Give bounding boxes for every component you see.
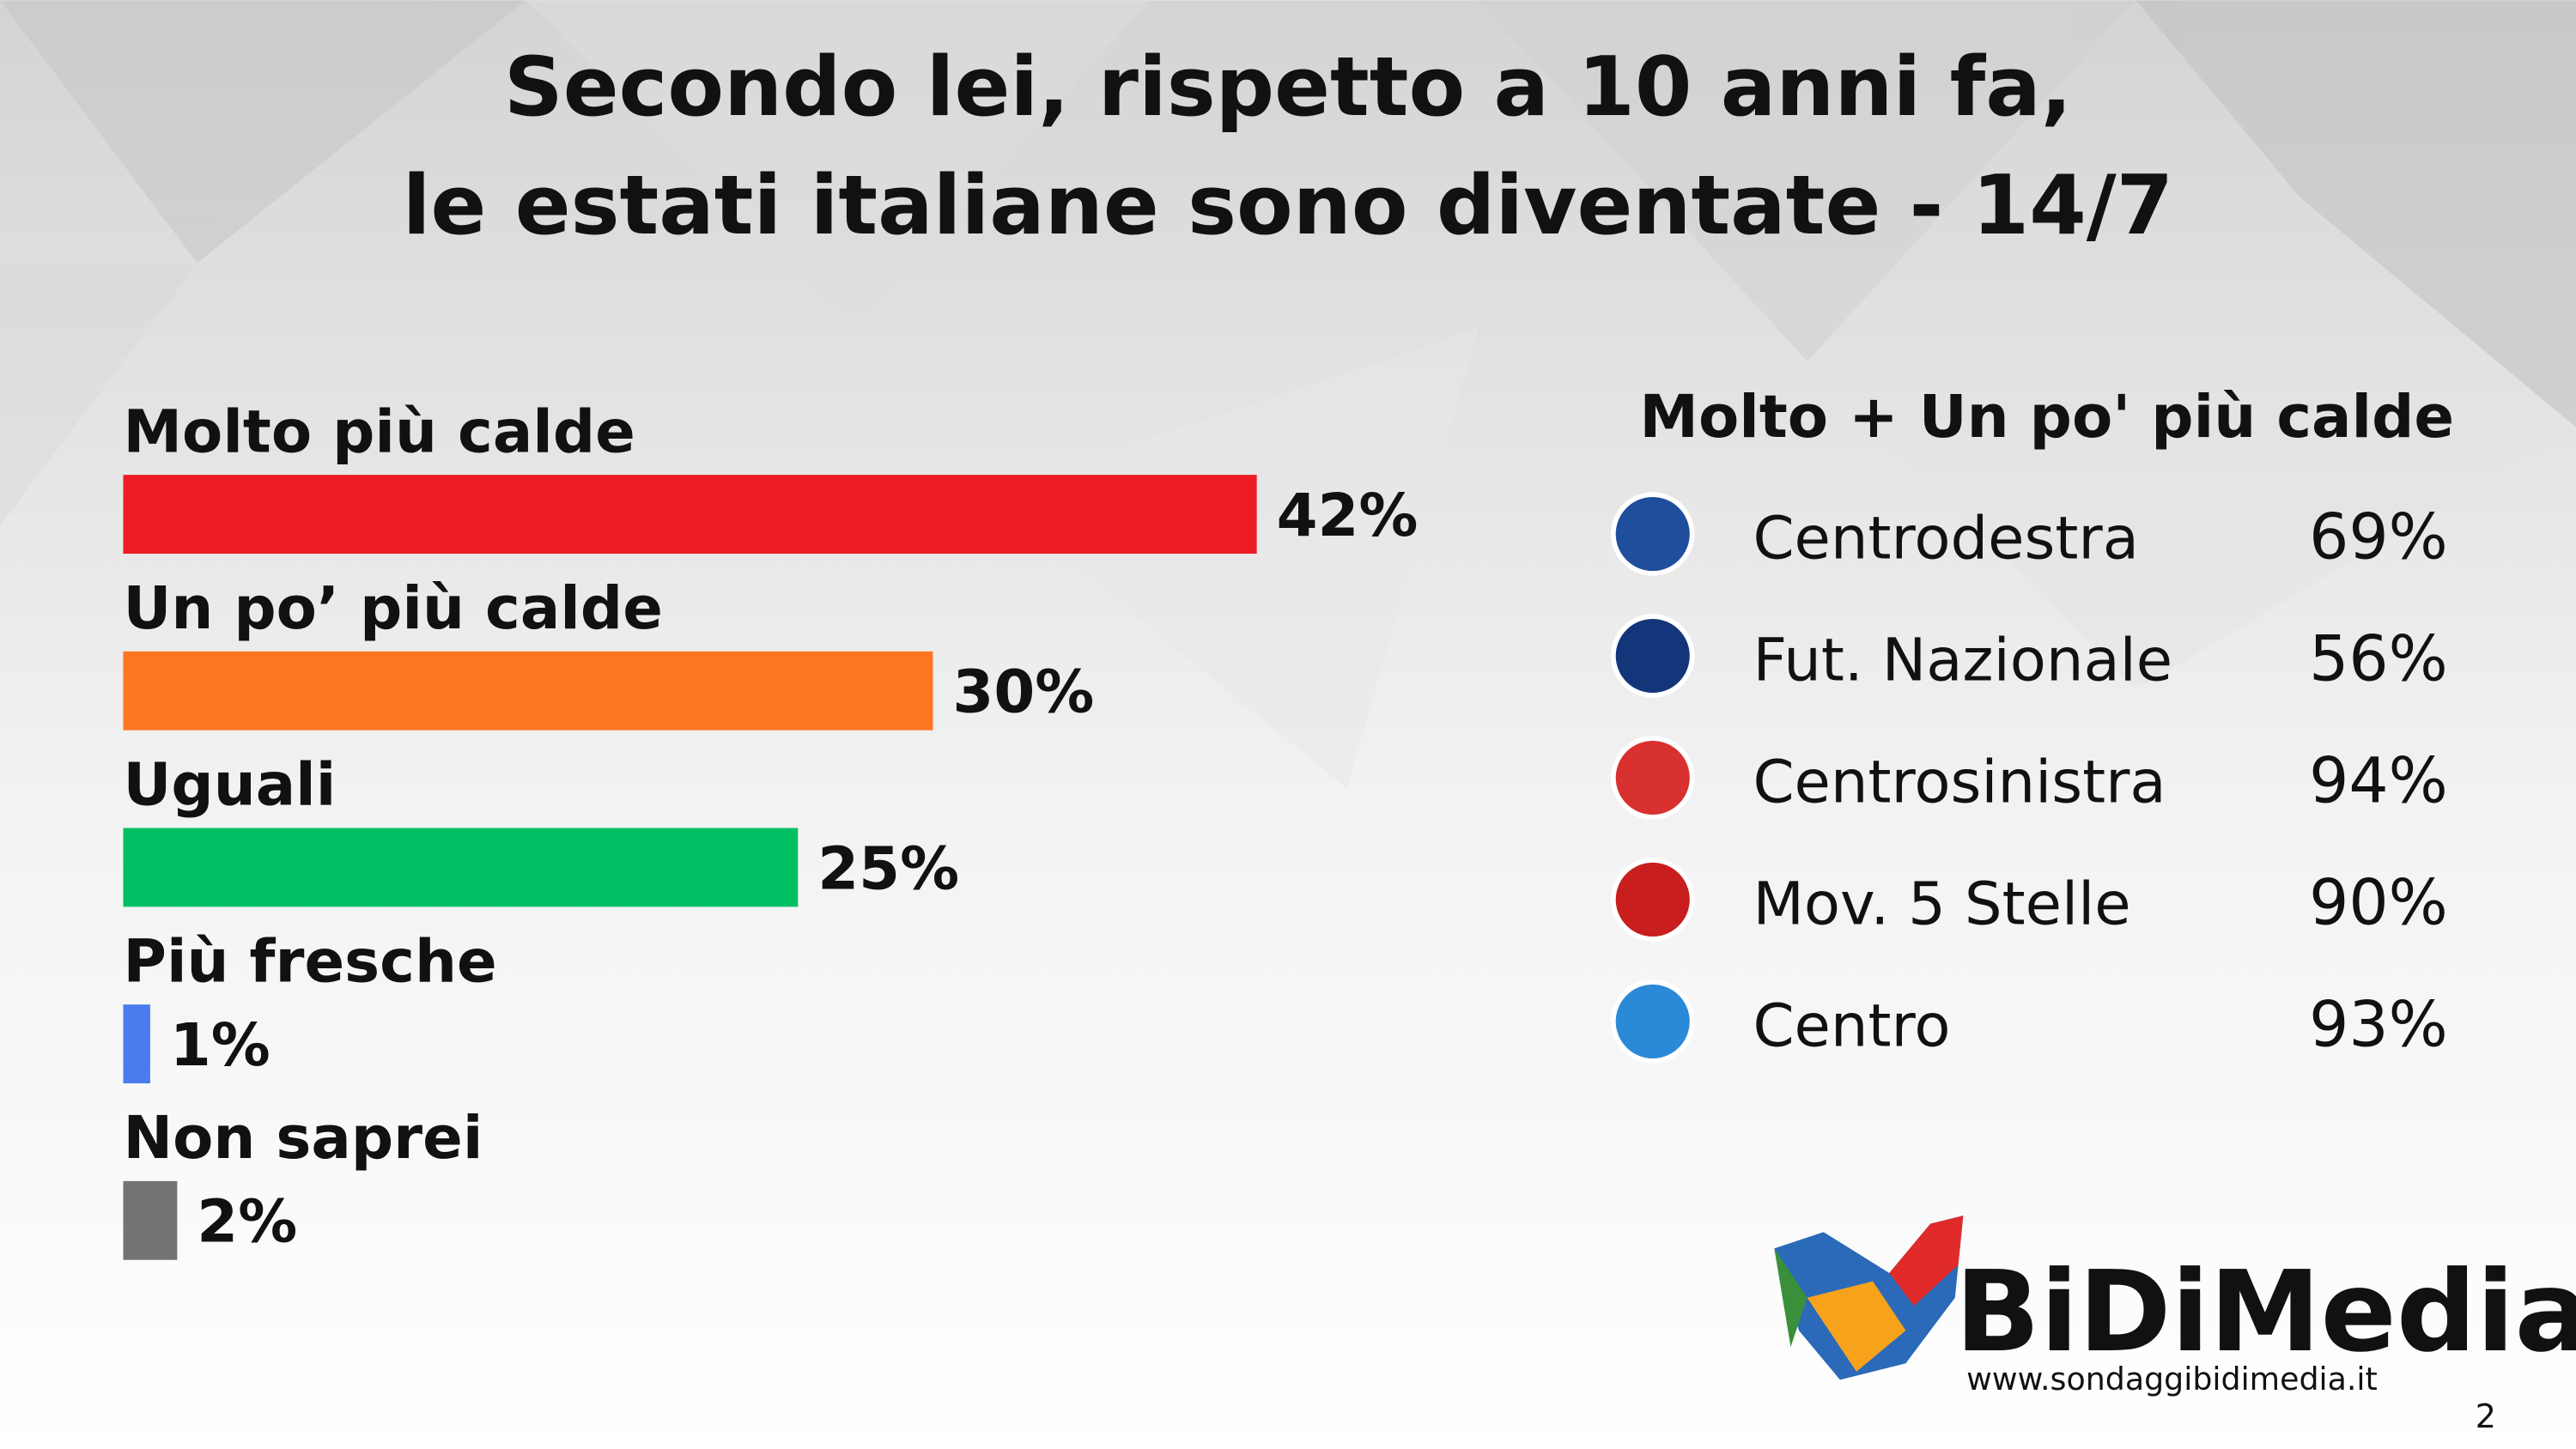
value-label: 1%: [170, 1011, 270, 1080]
party-value: 93%: [2309, 990, 2448, 1062]
bar: [123, 475, 1257, 555]
table-title: Molto + Un po' più calde: [1639, 383, 2454, 452]
party-value: 94%: [2309, 746, 2448, 818]
bar: [123, 1004, 150, 1084]
party-logo: [1610, 492, 1695, 576]
value-label: 2%: [197, 1188, 297, 1257]
value-label: 25%: [817, 834, 959, 903]
poly-pattern: [0, 0, 2576, 789]
category-label: Molto più calde: [123, 397, 635, 466]
bar: [123, 651, 933, 731]
value-label: 30%: [952, 658, 1094, 727]
party-name: Fut. Nazionale: [1753, 627, 2172, 695]
chart-title: Secondo lei, rispetto a 10 anni fa,: [504, 39, 2072, 135]
party-value: 90%: [2309, 868, 2448, 940]
value-label: 42%: [1277, 482, 1419, 550]
party-name: Centrosinistra: [1753, 749, 2166, 817]
party-value: 69%: [2309, 502, 2448, 574]
party-name: Centrodestra: [1753, 505, 2138, 573]
category-label: Non saprei: [123, 1104, 483, 1173]
party-name: Centro: [1753, 992, 1950, 1061]
party-logo: [1610, 614, 1695, 698]
category-label: Uguali: [123, 751, 336, 820]
party-logo: [1610, 736, 1695, 820]
party-logo: [1610, 979, 1695, 1064]
brand-url: www.sondaggibidimedia.it: [1966, 1361, 2378, 1397]
bar: [123, 828, 799, 907]
party-logo: [1610, 858, 1695, 942]
party-name: Mov. 5 Stelle: [1753, 870, 2130, 939]
brand-name: BiDiMedia: [1955, 1246, 2576, 1377]
category-label: Un po’ più calde: [123, 574, 662, 643]
page-number: 2: [2476, 1397, 2496, 1436]
chart-subtitle: le estati italiane sono diventate - 14/7: [403, 157, 2173, 253]
bar: [123, 1180, 178, 1260]
party-value: 56%: [2309, 624, 2448, 696]
brand-logo: BiDiMedia www.sondaggibidimedia.it: [1774, 1216, 2576, 1397]
category-label: Più fresche: [123, 927, 496, 996]
